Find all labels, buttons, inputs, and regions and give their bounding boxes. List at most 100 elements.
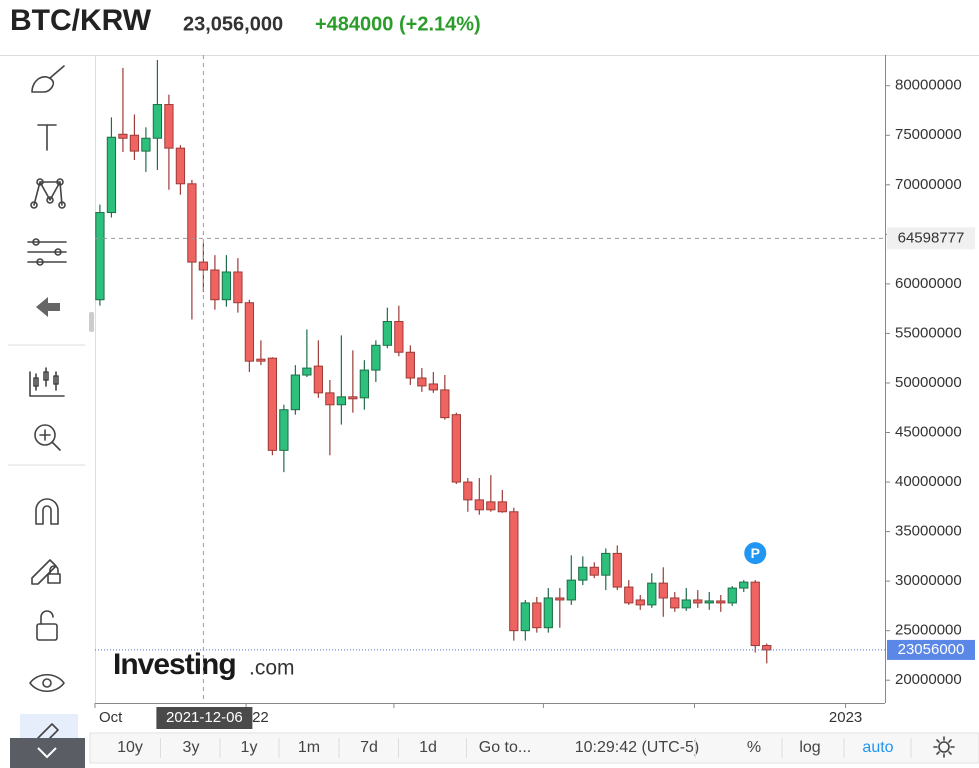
visibility-tool[interactable]	[29, 673, 65, 693]
candle-body	[704, 600, 714, 604]
y-tick-label: 35000000	[895, 523, 962, 540]
settings-button[interactable]	[933, 736, 955, 758]
lock-tool[interactable]	[36, 610, 58, 641]
collapse-icon	[37, 747, 57, 759]
candle-body	[739, 581, 749, 589]
crosshair-y-label: 64598777	[898, 229, 965, 246]
candle-body	[371, 344, 381, 371]
candle-body	[106, 136, 117, 214]
y-tick-label: 60000000	[895, 275, 962, 292]
candle-body	[486, 501, 496, 511]
candle-body	[118, 133, 128, 139]
candle-body	[693, 599, 703, 604]
candle-body	[428, 383, 438, 391]
candle-body	[681, 599, 691, 609]
candle-body	[716, 600, 726, 604]
candle-body	[543, 597, 553, 629]
candle-body	[658, 582, 668, 599]
candle-body	[164, 104, 174, 149]
candle-body	[244, 302, 255, 362]
toolbar-button[interactable]: log	[799, 739, 820, 756]
candle-body	[256, 358, 266, 362]
toolbar-button[interactable]: 1m	[298, 739, 320, 756]
candle-body	[532, 602, 542, 629]
toolbar-button[interactable]: 1d	[419, 739, 437, 756]
candle-body	[670, 597, 680, 609]
toolbar-button[interactable]: 3y	[183, 739, 200, 756]
candle-body	[601, 552, 611, 576]
toolbar-button[interactable]: Go to...	[479, 739, 531, 756]
fib-tool[interactable]	[27, 238, 67, 266]
zoom-tool[interactable]	[34, 424, 61, 451]
y-tick-label: 80000000	[895, 77, 962, 94]
candle-body	[520, 602, 530, 632]
clock: 10:29:42 (UTC-5)	[575, 739, 700, 756]
y-tick-label: 20000000	[895, 671, 962, 688]
crosshair-y-box	[887, 227, 975, 250]
last-price-box	[887, 639, 975, 660]
candle-body	[302, 367, 312, 376]
toolbar-button[interactable]: 1y	[241, 739, 258, 756]
y-tick-label: 50000000	[895, 374, 962, 391]
candle-body	[290, 374, 301, 411]
back-tool[interactable]	[36, 297, 60, 317]
toolbar-handle[interactable]	[89, 312, 94, 332]
brush-tool[interactable]	[31, 65, 65, 93]
pattern-tool[interactable]	[30, 178, 66, 209]
y-tick-label: 30000000	[895, 572, 962, 589]
candle-body	[647, 582, 657, 606]
symbol-title: BTC/KRW	[10, 4, 152, 37]
candle-body	[359, 369, 369, 399]
candle-body	[463, 481, 473, 501]
crosshair-x-label: 2021-12-06	[166, 709, 243, 726]
candle-body	[141, 137, 151, 152]
candle-body	[555, 597, 565, 601]
candle-body	[221, 271, 232, 301]
candle-body	[635, 599, 645, 606]
candle-body	[267, 357, 278, 451]
candle-body	[313, 365, 324, 394]
candle-body	[175, 147, 186, 185]
last-price-label: 23056000	[898, 641, 965, 658]
y-tick-label: 55000000	[895, 324, 962, 341]
price: 23,056,000	[183, 13, 283, 35]
toolbar-button[interactable]: 7d	[360, 739, 378, 756]
collapse-toolbar[interactable]	[10, 738, 85, 768]
candle-body	[451, 414, 461, 483]
toolbar-items: 10y 3y 1y 1m 7d 1d Go to... 10:29:42 (UTC-5)% lo…	[117, 738, 912, 758]
y-tick-label: 70000000	[895, 176, 962, 193]
toolbar-button[interactable]: auto	[862, 739, 893, 756]
candle-body	[325, 392, 335, 406]
candle-body	[474, 499, 484, 511]
candle-body	[762, 645, 772, 651]
candle-body	[566, 579, 576, 601]
remove-icon	[37, 723, 59, 745]
plot-area: 20000000 25000000 30000000 35000000 40000000…	[94, 55, 975, 729]
indicators-tool[interactable]	[29, 367, 65, 397]
candle-body	[727, 587, 737, 604]
candle-body	[497, 501, 507, 513]
toolbar-button[interactable]: %	[747, 739, 761, 756]
lock-drawing-tool[interactable]	[31, 559, 61, 585]
candle-body	[405, 351, 415, 379]
candle-body	[95, 212, 105, 301]
event-marker[interactable]	[744, 542, 767, 565]
candle-body	[417, 377, 427, 387]
x-tick-label: Oct	[99, 709, 123, 726]
text-tool[interactable]	[37, 124, 57, 151]
event-marker-label: P	[751, 545, 760, 561]
price-change: +484000 (+2.14%)	[315, 13, 481, 35]
drawing-toolbar	[8, 65, 94, 768]
candle-body	[187, 183, 197, 263]
toolbar-button[interactable]: 10y	[117, 739, 143, 756]
watermark-brand: Investing	[113, 648, 236, 681]
magnet-tool[interactable]	[35, 498, 59, 525]
candle-body	[210, 269, 220, 301]
crosshair-x-box	[156, 707, 253, 729]
candle-body	[394, 321, 404, 353]
candle-body	[509, 511, 519, 632]
candle-body	[612, 552, 622, 588]
x-tick-label: 22	[252, 709, 269, 726]
y-tick-label: 45000000	[895, 423, 962, 440]
